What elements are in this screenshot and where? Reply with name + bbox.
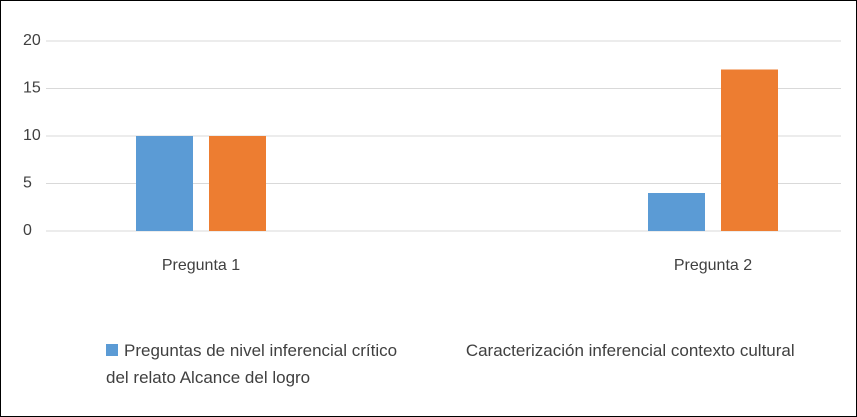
bar	[136, 136, 193, 231]
y-tick-label: 10	[23, 127, 41, 144]
bar	[648, 193, 705, 231]
y-tick-label: 15	[23, 80, 41, 97]
legend-entry: Caracterización inferencial contexto cul…	[106, 341, 795, 387]
x-tick-label: Pregunta 1	[162, 257, 240, 274]
legend-swatch	[106, 344, 118, 356]
bar	[721, 69, 778, 231]
y-tick-label: 0	[23, 222, 32, 239]
x-tick-label: Pregunta 2	[674, 257, 752, 274]
y-tick-label: 5	[23, 175, 32, 192]
y-tick-label: 20	[23, 32, 41, 49]
legend-label: Caracterización inferencial contexto cul…	[106, 341, 795, 387]
legend-entry: Preguntas de nivel inferencial crítico	[106, 341, 397, 360]
bar	[209, 136, 266, 231]
legend: Preguntas de nivel inferencial crítico C…	[106, 337, 806, 391]
legend-label: Preguntas de nivel inferencial crítico	[124, 341, 398, 360]
